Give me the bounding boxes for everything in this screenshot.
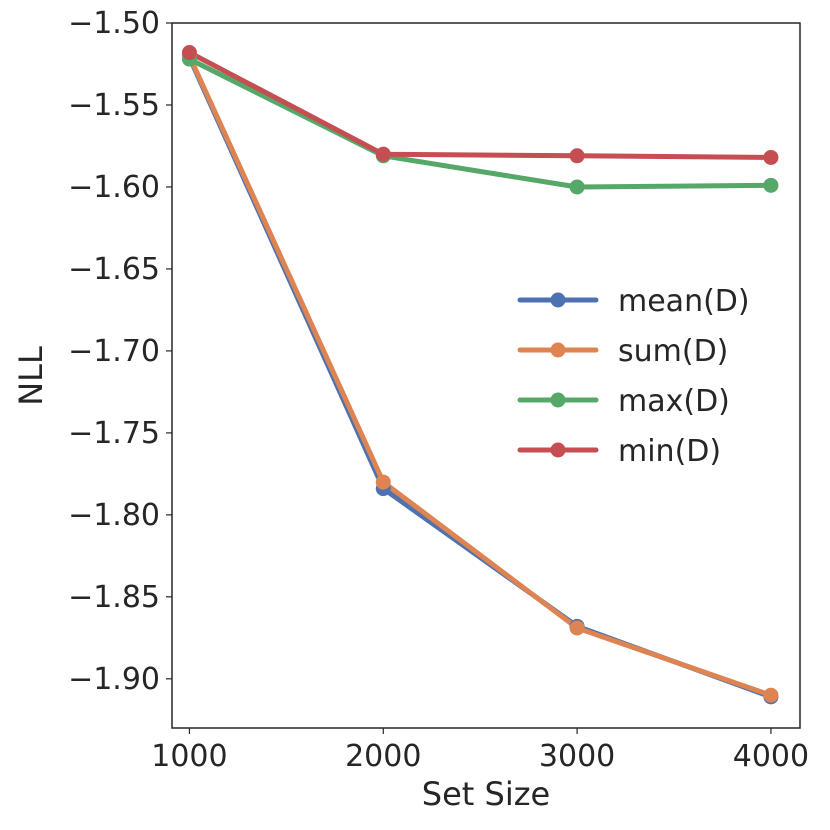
x-tick-label: 1000 — [151, 739, 227, 774]
y-axis-ticks: −1.50 −1.55 −1.60 −1.65 −1.70 −1.75 −1.80 −1.85… — [68, 6, 172, 697]
legend-marker-sum-d — [550, 342, 566, 358]
y-tick-label: −1.55 — [68, 88, 160, 123]
data-point-max-d — [569, 179, 585, 195]
legend-marker-mean-d — [550, 292, 566, 308]
data-point-min-d — [375, 146, 391, 162]
y-tick-label: −1.90 — [68, 662, 160, 697]
data-point-min-d — [569, 148, 585, 164]
legend-label-sum-d: sum(D) — [618, 334, 728, 369]
series-lines — [186, 50, 774, 700]
y-axis-title: NLL — [12, 346, 50, 406]
y-tick-label: −1.85 — [68, 580, 160, 615]
legend-label-mean-d: mean(D) — [618, 284, 750, 319]
data-point-min-d — [763, 149, 779, 165]
x-tick-label: 3000 — [539, 739, 615, 774]
data-point-min-d — [181, 45, 197, 61]
x-tick-label: 4000 — [733, 739, 809, 774]
y-tick-label: −1.70 — [68, 334, 160, 369]
y-tick-label: −1.50 — [68, 6, 160, 41]
plot-area — [171, 22, 801, 729]
x-axis-ticks: 1000 2000 3000 4000 — [151, 728, 809, 774]
y-tick-label: −1.60 — [68, 170, 160, 205]
series-markers — [181, 45, 779, 705]
legend-marker-max-d — [550, 392, 566, 408]
x-axis-title: Set Size — [422, 775, 550, 813]
series-line-sum-d — [186, 53, 774, 698]
data-point-sum-d — [569, 620, 585, 636]
y-tick-label: −1.75 — [68, 416, 160, 451]
legend: mean(D) sum(D) max(D) min(D) — [517, 284, 750, 469]
series-line-max-d — [186, 56, 774, 190]
x-tick-label: 2000 — [345, 739, 421, 774]
y-tick-label: −1.80 — [68, 498, 160, 533]
legend-label-min-d: min(D) — [618, 434, 721, 469]
data-point-max-d — [763, 177, 779, 193]
legend-label-max-d: max(D) — [618, 384, 730, 419]
legend-marker-min-d — [550, 442, 566, 458]
y-tick-label: −1.65 — [68, 252, 160, 287]
data-point-sum-d — [375, 474, 391, 490]
data-point-sum-d — [763, 687, 779, 703]
series-line-min-d — [186, 50, 774, 160]
